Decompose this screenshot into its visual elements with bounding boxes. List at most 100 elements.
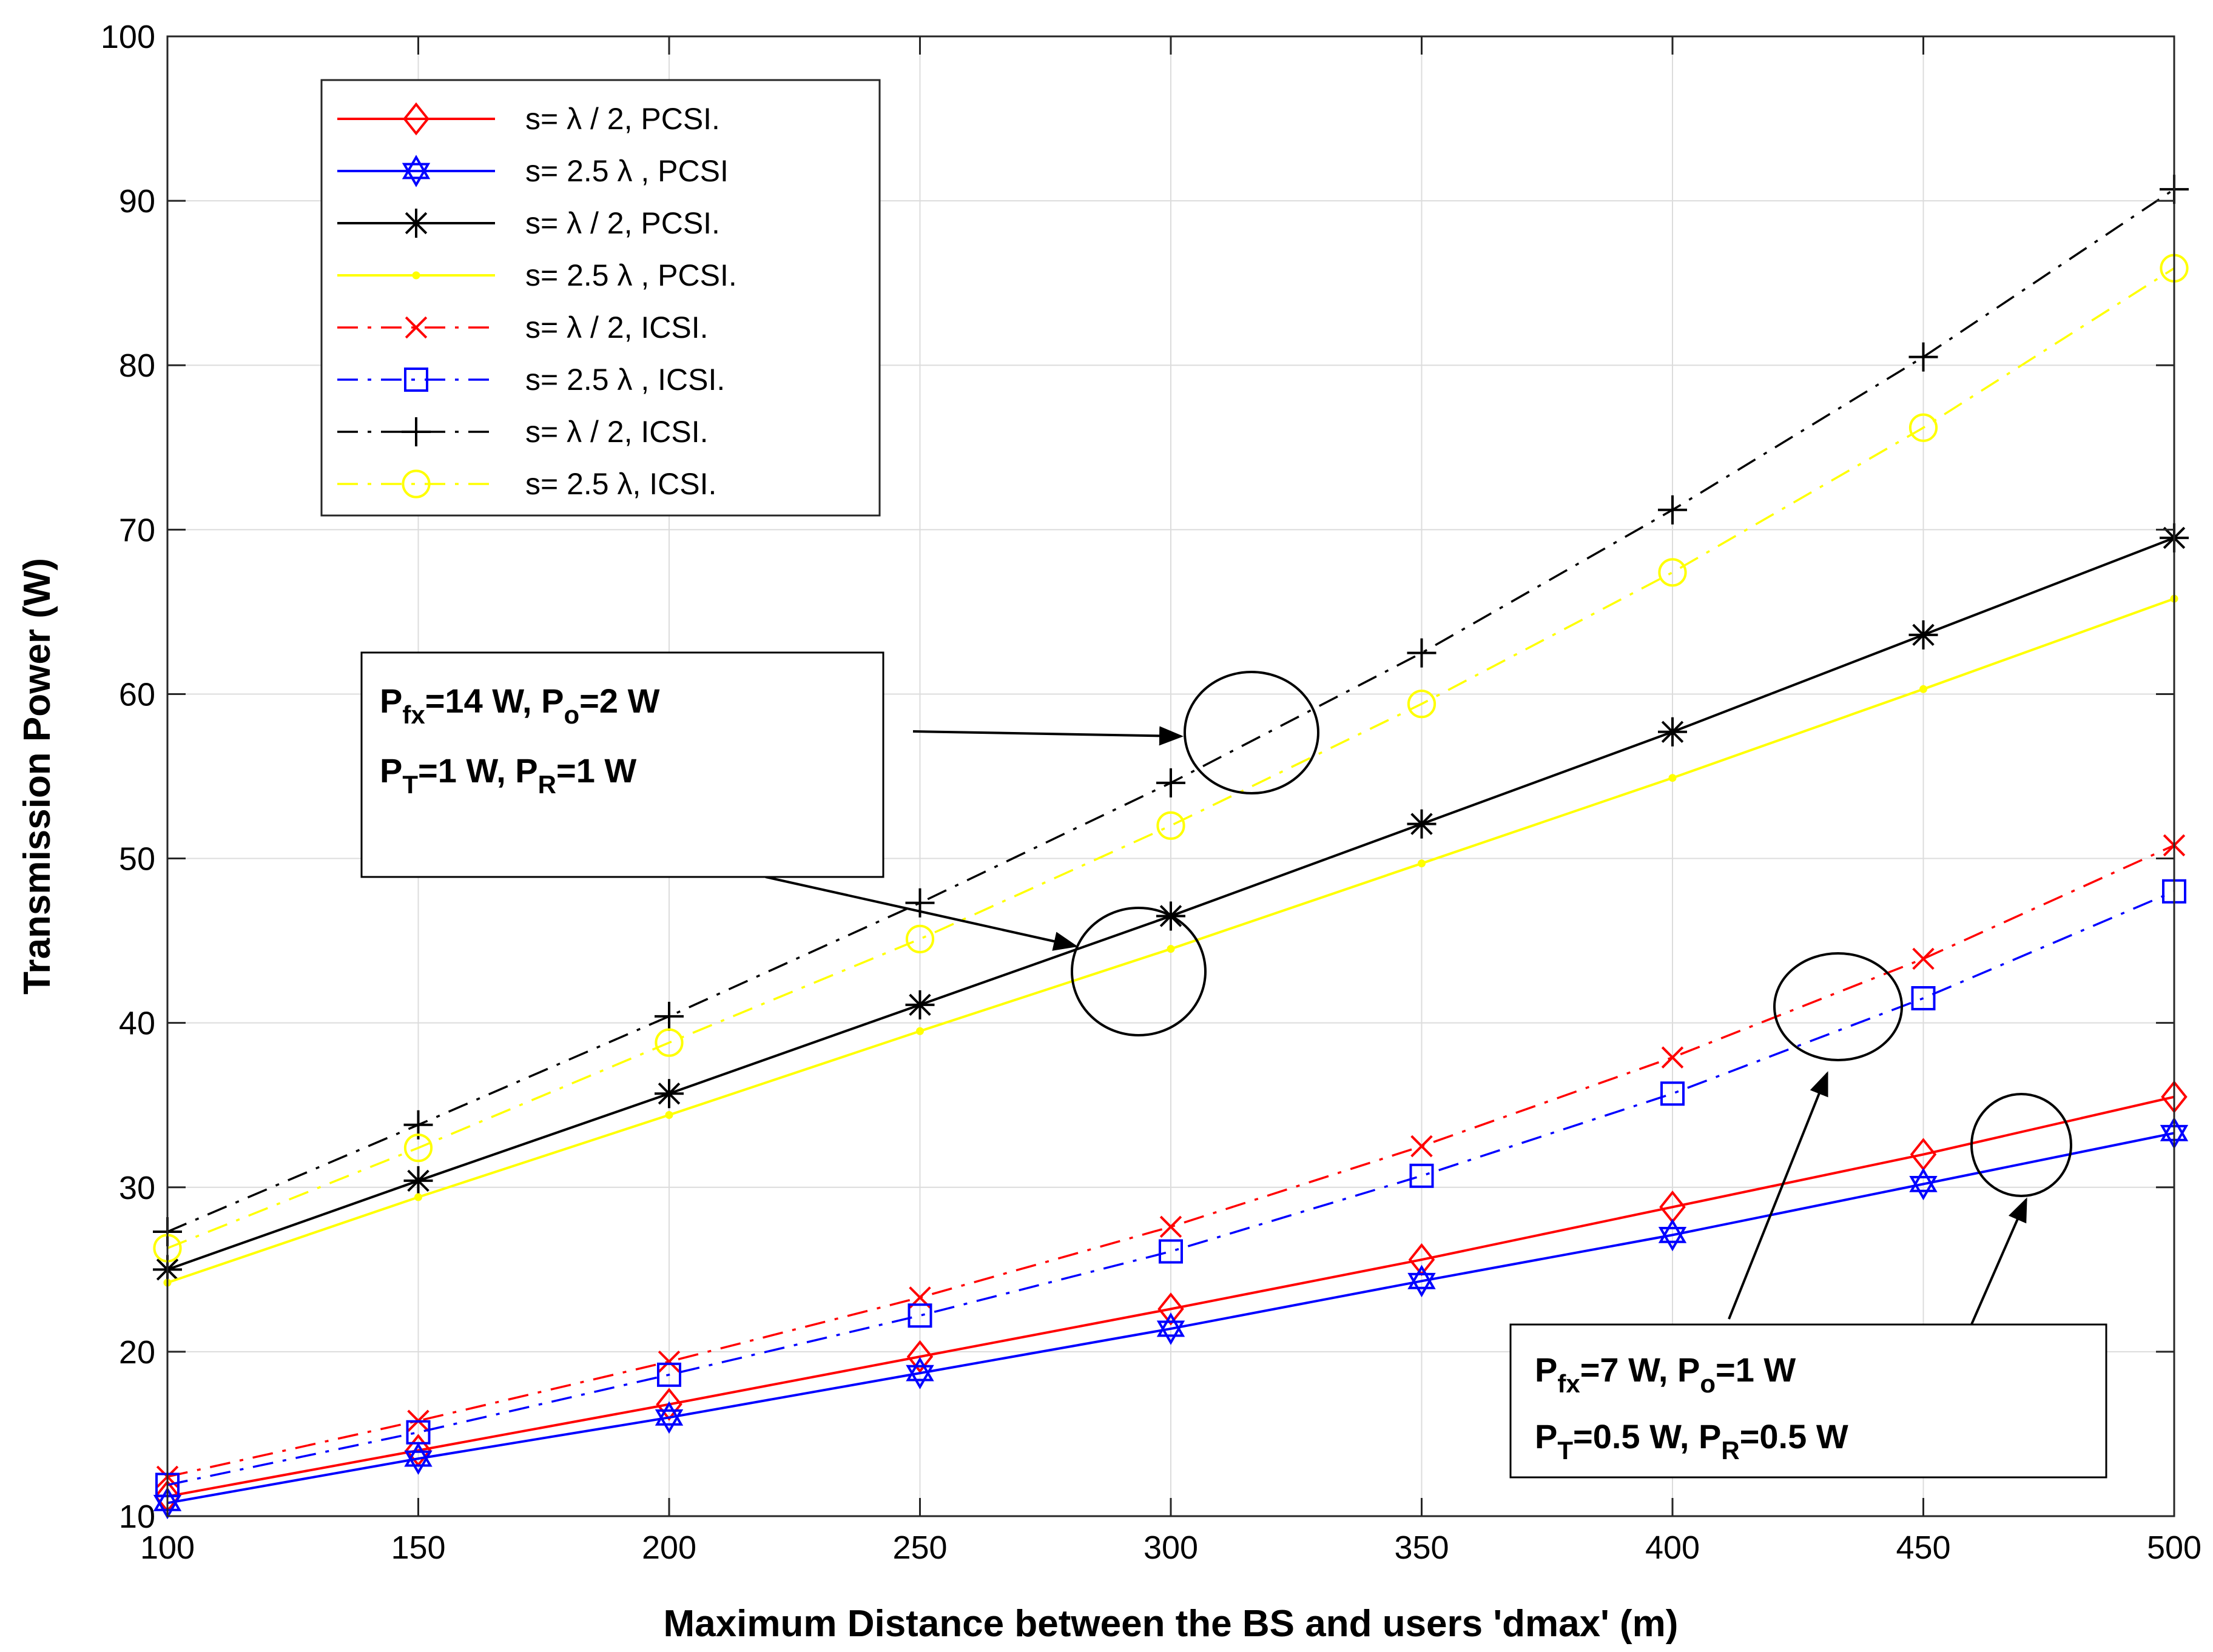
- dot-marker: [1668, 774, 1677, 782]
- annotation-text: P: [1535, 1351, 1557, 1389]
- dot-marker: [916, 1027, 924, 1035]
- callout-ellipse-4: [1970, 1093, 2072, 1197]
- series-4: [163, 594, 2178, 1287]
- legend-label: s= λ / 2, PCSI.: [525, 206, 720, 240]
- hexagram-triangle-up: [655, 1401, 684, 1426]
- annotation-line: Pfx=14 W, Po=2 W: [380, 682, 660, 729]
- annotation-line: PT=1 W, PR=1 W: [380, 751, 636, 799]
- series-line: [167, 267, 2175, 1249]
- x-marker: [1912, 947, 1935, 970]
- legend-label: s= 2.5 λ , ICSI.: [525, 363, 725, 397]
- circle-marker: [655, 1028, 684, 1057]
- series-line: [167, 1132, 2175, 1505]
- legend-label: s= λ / 2, ICSI.: [525, 415, 709, 449]
- dot-marker: [1167, 945, 1175, 953]
- y-tick-label: 50: [119, 841, 155, 878]
- y-tick-label: 90: [119, 183, 155, 220]
- hexagram-triangle-down: [1909, 1175, 1938, 1201]
- series-6: [155, 879, 2186, 1497]
- dot-marker: [1418, 859, 1426, 868]
- x-tick-label: 300: [1144, 1529, 1198, 1566]
- x-tick-label: 450: [1896, 1529, 1950, 1566]
- hexagram-triangle-down: [404, 1450, 433, 1475]
- annotation-text: =0.5 W, P: [1573, 1417, 1721, 1456]
- hexagram-triangle-up: [1909, 1167, 1938, 1192]
- annotation-callouts: [765, 671, 2072, 1332]
- annotation-subscript: R: [538, 770, 556, 799]
- y-tick-label: 80: [119, 348, 155, 384]
- annotation-subscript: fx: [402, 700, 425, 729]
- series-line: [167, 1095, 2175, 1498]
- plus-marker: [1156, 768, 1185, 797]
- circle-marker: [403, 1133, 433, 1163]
- callout-arrow-4: [1967, 1197, 2027, 1332]
- hexagram-marker: [1909, 1167, 1938, 1201]
- hexagram-triangle-down: [1407, 1272, 1436, 1298]
- callout-arrow-1: [912, 726, 1184, 746]
- asterisk-marker: [402, 209, 431, 238]
- square-marker: [1409, 1163, 1434, 1188]
- y-tick-label: 70: [119, 512, 155, 548]
- y-axis-label: Transmission Power (W): [16, 558, 58, 995]
- asterisk-marker: [1908, 620, 1938, 650]
- annotation-subscript: T: [1557, 1436, 1573, 1465]
- square-marker: [404, 368, 428, 392]
- annotation-text: P: [380, 751, 402, 790]
- x-tick-label: 500: [2147, 1529, 2201, 1566]
- legend-item: s= 2.5 λ, ICSI.: [337, 467, 716, 501]
- hexagram-triangle-up: [1156, 1312, 1185, 1337]
- annotation-subscript: o: [564, 700, 580, 729]
- x-tick-label: 250: [892, 1529, 947, 1566]
- legend-item: s= λ / 2, ICSI.: [337, 311, 709, 344]
- square-marker: [1660, 1081, 1685, 1106]
- annotation-text: =14 W, P: [425, 682, 564, 720]
- annotation-text: P: [380, 682, 402, 720]
- hexagram-triangle-down: [906, 1365, 934, 1389]
- x-marker: [405, 316, 428, 339]
- legend-box: [320, 79, 881, 517]
- annotation-box-2: [1509, 1323, 2107, 1479]
- hexagram-marker: [402, 155, 431, 187]
- annotation-text: =1 W: [1716, 1351, 1796, 1389]
- hexagram-triangle-up: [906, 1357, 934, 1382]
- legend-item: s= λ / 2, PCSI.: [337, 102, 720, 136]
- annotation-line: PT=0.5 W, PR=0.5 W: [1535, 1417, 1848, 1465]
- annotation-text: =0.5 W: [1740, 1417, 1848, 1456]
- x-tick-label: 350: [1394, 1529, 1449, 1566]
- annotation-text: =7 W, P: [1580, 1351, 1700, 1389]
- callout-arrow-2: [765, 876, 1078, 951]
- x-axis-label: Maximum Distance between the BS and user…: [664, 1603, 1679, 1645]
- callout-ellipse-2: [1071, 907, 1207, 1036]
- y-tick-label: 10: [119, 1499, 155, 1535]
- square-marker: [908, 1303, 932, 1328]
- asterisk-marker: [905, 990, 935, 1019]
- annotation-box-1: [360, 651, 884, 878]
- hexagram-marker: [655, 1401, 684, 1434]
- circle-marker: [402, 469, 431, 499]
- hexagram-triangle-up: [404, 1442, 433, 1467]
- annotation-text: =2 W: [579, 682, 659, 720]
- y-tick-label: 40: [119, 1006, 155, 1042]
- hexagram-marker: [1156, 1312, 1185, 1345]
- dot-marker: [1919, 685, 1927, 693]
- legend-label: s= 2.5 λ, ICSI.: [525, 467, 716, 501]
- diamond-marker: [1157, 1292, 1184, 1326]
- x-marker: [1661, 1046, 1684, 1069]
- asterisk-marker: [1407, 809, 1437, 839]
- dot-marker: [665, 1110, 673, 1119]
- hexagram-marker: [404, 1442, 433, 1475]
- hexagram-marker: [906, 1357, 934, 1389]
- dot-marker: [414, 1193, 422, 1201]
- hexagram-marker: [1658, 1218, 1687, 1252]
- x-marker: [658, 1350, 681, 1373]
- asterisk-marker: [1658, 717, 1687, 747]
- annotation-subscript: R: [1721, 1436, 1739, 1465]
- hexagram-triangle-down: [1658, 1227, 1687, 1252]
- x-tick-label: 200: [642, 1529, 696, 1566]
- plus-marker: [1658, 495, 1687, 525]
- plus-marker: [1908, 342, 1938, 372]
- series-layer: [153, 175, 2189, 1520]
- callout-ellipse-1: [1184, 671, 1319, 794]
- legend-label: s= 2.5 λ , PCSI: [525, 154, 729, 188]
